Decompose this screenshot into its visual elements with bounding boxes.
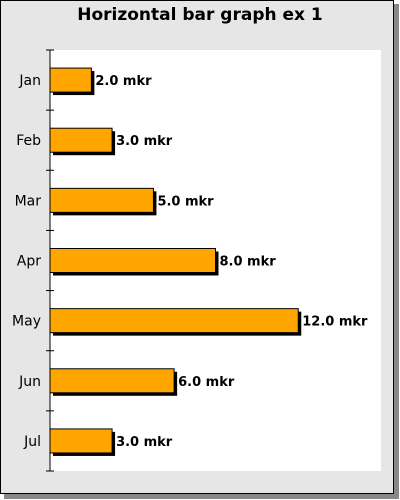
data-label: 6.0 mkr [178, 375, 235, 390]
bar [49, 67, 92, 93]
category-label: May [12, 314, 41, 330]
data-label: 2.0 mkr [95, 74, 152, 89]
category-label: Mar [15, 193, 42, 209]
chart-title: Horizontal bar graph ex 1 [77, 5, 323, 25]
data-label: 3.0 mkr [116, 435, 173, 450]
frame-shadow-bottom [4, 494, 399, 499]
data-label: 8.0 mkr [220, 255, 277, 270]
category-label: Apr [17, 254, 41, 270]
bar [49, 368, 175, 394]
bar [49, 428, 113, 454]
data-label: 3.0 mkr [116, 134, 173, 149]
bar [49, 187, 154, 213]
category-label: Feb [16, 133, 41, 149]
frame-shadow-right [394, 4, 399, 499]
bar [49, 248, 216, 273]
bar [49, 308, 299, 334]
category-label: Jul [23, 434, 41, 450]
data-label: 12.0 mkr [302, 315, 368, 330]
bar [49, 127, 113, 153]
data-label: 5.0 mkr [157, 194, 214, 209]
category-label: Jan [18, 73, 41, 89]
category-label: Jun [18, 374, 41, 390]
